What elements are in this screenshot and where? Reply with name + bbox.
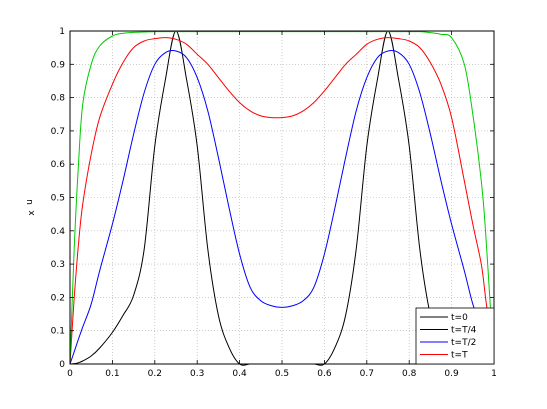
x-tick-label: 1 [491, 369, 497, 379]
x-tick-label: 0.9 [444, 369, 459, 379]
y-tick-label: 1 [59, 27, 65, 37]
axis-ticks: 0 0.1 0.2 0.3 0.4 0.5 0.6 0.7 0.8 0.9 1 0 0.1 0.2 0.3 0… [51, 27, 497, 379]
x-axis-label: x [27, 210, 37, 216]
y-tick-label: 0.8 [51, 94, 66, 104]
x-tick-label: 0.7 [360, 369, 374, 379]
y-tick-label: 0.4 [51, 227, 66, 237]
series-line-2 [69, 50, 495, 365]
legend-label: t=T [451, 351, 468, 361]
y-tick-label: 0.7 [51, 127, 65, 137]
x-tick-label: 0 [67, 369, 73, 379]
y-axis-label: u [25, 199, 35, 205]
y-tick-label: 0.3 [51, 260, 65, 270]
legend-label: t=T/4 [451, 326, 477, 336]
y-tick-label: 0 [59, 360, 65, 370]
x-tick-label: 0.5 [275, 369, 289, 379]
y-tick-label: 0.2 [51, 293, 65, 303]
legend-label: t=T/2 [451, 338, 476, 348]
y-tick-label: 0.6 [51, 160, 66, 170]
x-tick-label: 0.4 [232, 369, 247, 379]
x-tick-label: 0.2 [148, 369, 162, 379]
y-tick-label: 0.9 [51, 60, 66, 70]
x-tick-label: 0.8 [402, 369, 417, 379]
x-tick-label: 0.1 [105, 369, 119, 379]
y-tick-label: 0.1 [51, 327, 65, 337]
x-tick-label: 0.6 [317, 369, 332, 379]
legend: t=0 t=T/4 t=T/2 t=T [415, 307, 495, 365]
legend-label: t=0 [451, 313, 468, 323]
series-line-3 [69, 37, 495, 365]
y-tick-label: 0.5 [51, 194, 65, 204]
x-tick-label: 0.3 [190, 369, 204, 379]
